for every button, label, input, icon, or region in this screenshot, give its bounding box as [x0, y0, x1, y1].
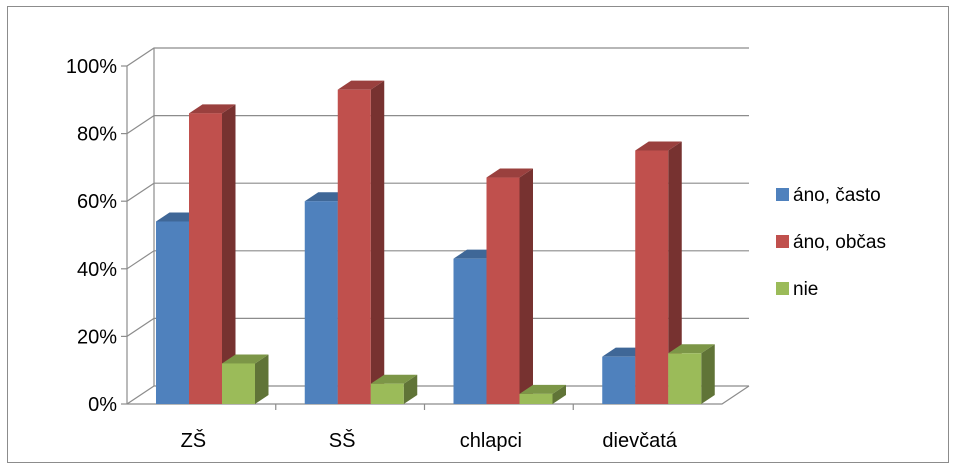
legend-swatch — [776, 235, 789, 248]
bar-front — [668, 353, 702, 404]
bar-front — [337, 89, 371, 404]
bar-top — [668, 344, 715, 354]
bar-front — [635, 150, 669, 404]
legend-swatch — [776, 188, 789, 201]
gridline — [126, 317, 749, 337]
bar — [486, 168, 533, 404]
x-tick-label: dievčatá — [602, 430, 677, 452]
legend: áno, často áno, občas nie — [776, 185, 886, 300]
bar-front — [602, 356, 636, 404]
bar — [337, 80, 385, 404]
bar-side — [519, 168, 533, 404]
bar-top — [222, 354, 269, 364]
bar-front — [222, 363, 255, 404]
bar-front — [189, 113, 222, 404]
bar-top — [486, 168, 533, 178]
bar-front — [370, 383, 404, 404]
y-tick-label: 0% — [88, 394, 117, 416]
bar-side — [255, 354, 269, 404]
legend-label: nie — [793, 279, 818, 300]
x-tick-label: chlapci — [460, 430, 522, 452]
gridline — [126, 250, 749, 270]
legend-label: áno, často — [793, 185, 881, 206]
legend-swatch — [776, 282, 789, 295]
bar-top — [635, 141, 682, 151]
bar-side — [370, 80, 385, 404]
bar-side — [552, 384, 566, 404]
bar-top — [189, 104, 236, 114]
bar-top — [370, 374, 418, 384]
bar — [370, 374, 418, 404]
bar — [668, 344, 715, 404]
legend-label: áno, občas — [793, 232, 886, 253]
bar-side — [701, 344, 715, 404]
bar-top — [519, 384, 566, 394]
gridlines — [121, 47, 749, 405]
bar-front — [453, 258, 487, 404]
y-tick-label: 20% — [77, 326, 117, 348]
bar — [635, 141, 682, 404]
bar-front — [519, 393, 553, 404]
y-tick-label: 80% — [77, 124, 117, 146]
x-axis-ticks: ZŠ SŠ chlapci dievčatá — [181, 404, 678, 452]
gridline — [126, 114, 749, 135]
bar — [222, 354, 269, 404]
y-tick-label: 60% — [77, 191, 117, 213]
bar-side — [668, 141, 682, 404]
y-tick-label: 100% — [66, 56, 117, 78]
bar-side — [403, 374, 418, 404]
x-tick-label: SŠ — [329, 429, 356, 452]
bar-front — [304, 201, 338, 404]
bar-front — [486, 177, 520, 404]
y-axis-ticks: 0% 20% 40% 60% 80% 100% — [66, 56, 117, 416]
bar-front — [156, 221, 189, 404]
bars — [156, 80, 715, 404]
gridline — [126, 47, 749, 67]
bar-top — [337, 80, 385, 90]
bar-side — [222, 104, 236, 404]
bar — [519, 384, 566, 404]
gridline — [126, 182, 749, 202]
bar — [189, 104, 236, 404]
x-tick-label: ZŠ — [181, 429, 207, 452]
y-tick-label: 40% — [77, 259, 117, 281]
